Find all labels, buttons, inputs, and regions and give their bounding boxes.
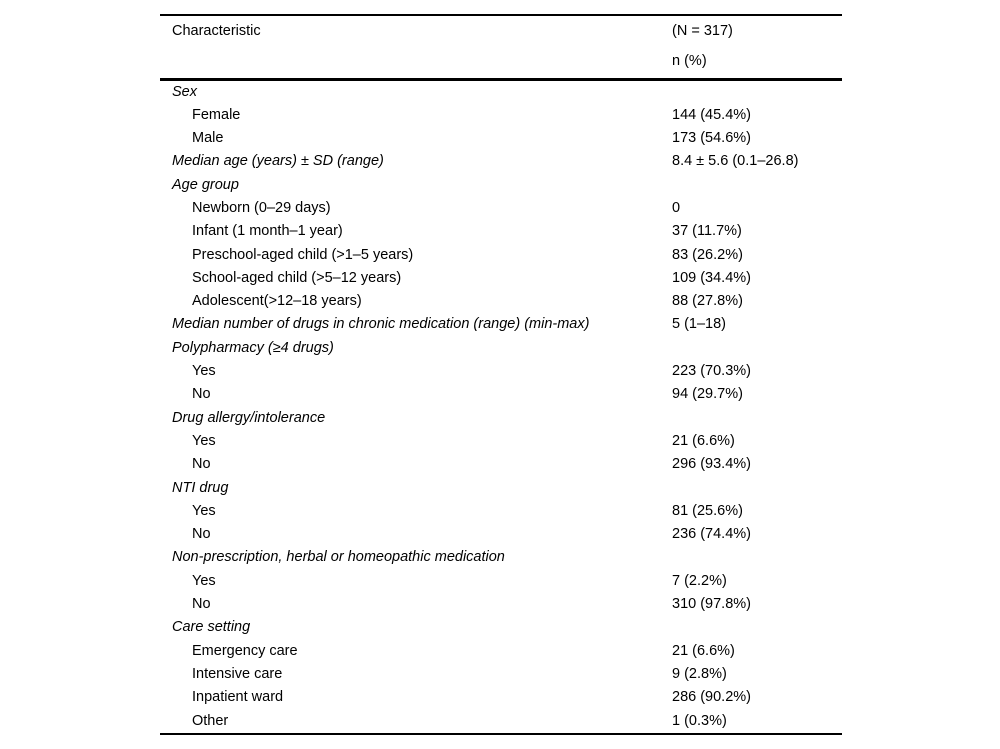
row-label: Yes	[192, 502, 216, 519]
row-label: Yes	[192, 363, 216, 380]
row-value: 173 (54.6%)	[672, 130, 751, 147]
table-row: Sex	[160, 81, 842, 104]
table-header: Characteristic (N = 317) n (%)	[160, 16, 842, 78]
row-label: Female	[192, 106, 241, 123]
row-value: 8.4 ± 5.6 (0.1–26.8)	[672, 153, 799, 170]
characteristics-table: Characteristic (N = 317) n (%) Sex Female…	[160, 14, 842, 736]
row-value: 9 (2.8%)	[672, 665, 727, 682]
table-row: Non-prescription, herbal or homeopathic …	[160, 546, 842, 569]
table-row: Yes 21 (6.6%)	[160, 430, 842, 453]
row-value: 21 (6.6%)	[672, 642, 735, 659]
row-value: 81 (25.6%)	[672, 502, 743, 519]
table-row: Female 144 (45.4%)	[160, 104, 842, 127]
table-row: Inpatient ward 286 (90.2%)	[160, 686, 842, 709]
row-label: Yes	[192, 432, 216, 449]
row-label: No	[192, 456, 211, 473]
row-label: No	[192, 596, 211, 613]
header-n-total: (N = 317)	[672, 23, 733, 39]
row-label: No	[192, 526, 211, 543]
row-value: 83 (26.2%)	[672, 246, 743, 263]
table-row: Yes 81 (25.6%)	[160, 500, 842, 523]
row-label: Newborn (0–29 days)	[192, 199, 331, 216]
table-top-rule	[160, 14, 842, 16]
table-row: Median age (years) ± SD (range) 8.4 ± 5.6…	[160, 150, 842, 173]
table-row: Yes 223 (70.3%)	[160, 360, 842, 383]
header-characteristic: Characteristic	[172, 23, 261, 39]
row-label: Sex	[172, 83, 197, 100]
row-value: 223 (70.3%)	[672, 363, 751, 380]
table-row: Median number of drugs in chronic medica…	[160, 313, 842, 336]
row-label: Yes	[192, 572, 216, 589]
table-row: No 296 (93.4%)	[160, 453, 842, 476]
table-row: Other 1 (0.3%)	[160, 710, 842, 733]
table-row: No 310 (97.8%)	[160, 593, 842, 616]
table-row: No 236 (74.4%)	[160, 523, 842, 546]
row-value: 310 (97.8%)	[672, 596, 751, 613]
row-label: Drug allergy/intolerance	[172, 409, 326, 426]
row-label: Non-prescription, herbal or homeopathic …	[172, 549, 505, 566]
row-value: 236 (74.4%)	[672, 526, 751, 543]
row-value: 21 (6.6%)	[672, 432, 735, 449]
row-value: 7 (2.2%)	[672, 572, 727, 589]
table-row: No 94 (29.7%)	[160, 383, 842, 406]
table-row: School-aged child (>5–12 years) 109 (34.4…	[160, 267, 842, 290]
header-separator-rule	[160, 78, 842, 81]
header-n-percent: n (%)	[672, 53, 707, 69]
row-label: Adolescent(>12–18 years)	[192, 293, 362, 310]
row-label: Other	[192, 712, 229, 729]
row-value: 0	[672, 199, 681, 216]
row-label: NTI drug	[172, 479, 229, 496]
row-label: Emergency care	[192, 642, 298, 659]
row-label: Median age (years) ± SD (range)	[172, 153, 384, 170]
row-value: 94 (29.7%)	[672, 386, 743, 403]
table-row: Intensive care 9 (2.8%)	[160, 663, 842, 686]
table-row: Emergency care 21 (6.6%)	[160, 640, 842, 663]
row-value: 296 (93.4%)	[672, 456, 751, 473]
row-value: 286 (90.2%)	[672, 689, 751, 706]
row-label: Care setting	[172, 619, 251, 636]
table-row: Polypharmacy (≥4 drugs)	[160, 337, 842, 360]
row-label: School-aged child (>5–12 years)	[192, 269, 402, 286]
row-value: 37 (11.7%)	[672, 223, 742, 240]
table-row: Preschool-aged child (>1–5 years) 83 (26.…	[160, 244, 842, 267]
row-label: Polypharmacy (≥4 drugs)	[172, 339, 334, 356]
table-row: Drug allergy/intolerance	[160, 407, 842, 430]
row-value: 5 (1–18)	[672, 316, 727, 333]
row-label: Male	[192, 130, 224, 147]
row-label: Intensive care	[192, 665, 283, 682]
table-row: Adolescent(>12–18 years) 88 (27.8%)	[160, 290, 842, 313]
table-bottom-rule	[160, 732, 842, 736]
row-value: 144 (45.4%)	[672, 106, 751, 123]
table-row: Infant (1 month–1 year) 37 (11.7%)	[160, 220, 842, 243]
table-row: NTI drug	[160, 477, 842, 500]
row-label: Inpatient ward	[192, 689, 284, 706]
header-value-column: (N = 317) n (%)	[672, 16, 733, 76]
table-row: Male 173 (54.6%)	[160, 127, 842, 150]
row-label: No	[192, 386, 211, 403]
table-row: Yes 7 (2.2%)	[160, 570, 842, 593]
row-label: Infant (1 month–1 year)	[192, 223, 343, 240]
row-label: Preschool-aged child (>1–5 years)	[192, 246, 414, 263]
table-row: Age group	[160, 174, 842, 197]
table-body: Sex Female 144 (45.4%) Male 173 (54.6%) Media…	[160, 81, 842, 733]
row-value: 109 (34.4%)	[672, 269, 751, 286]
row-label: Median number of drugs in chronic medica…	[172, 316, 590, 333]
row-value: 1 (0.3%)	[672, 712, 727, 729]
row-label: Age group	[172, 176, 239, 193]
table-row: Care setting	[160, 616, 842, 639]
table-row: Newborn (0–29 days) 0	[160, 197, 842, 220]
row-value: 88 (27.8%)	[672, 293, 743, 310]
